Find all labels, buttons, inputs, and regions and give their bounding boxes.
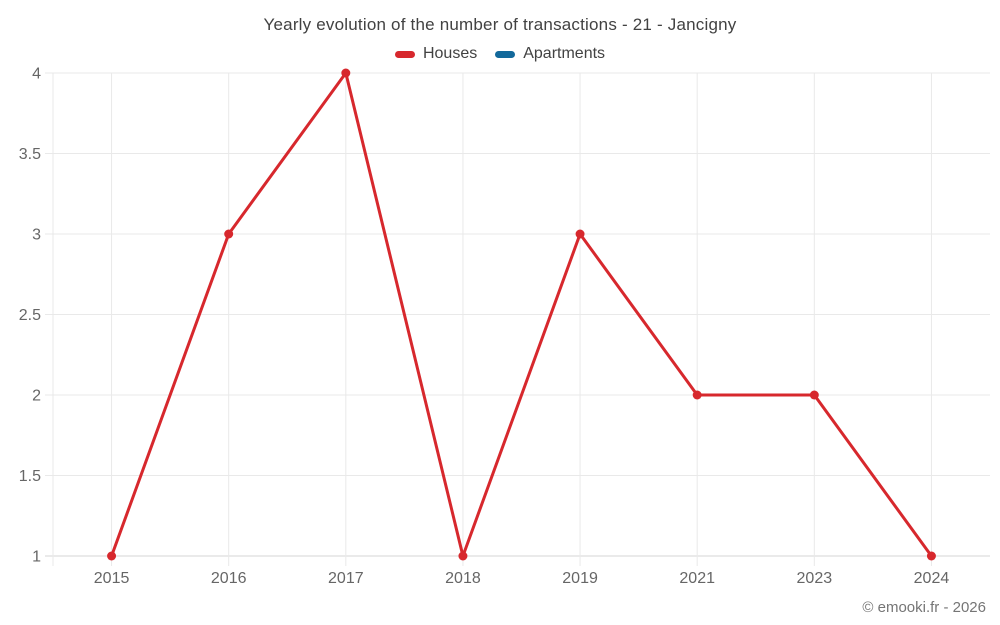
- x-axis-tick-label: 2024: [914, 570, 950, 587]
- x-axis-tick-label: 2023: [797, 570, 833, 587]
- data-point-marker[interactable]: [926, 551, 936, 561]
- y-axis-tick-label: 2: [32, 388, 41, 405]
- y-axis-tick-label: 4: [32, 66, 41, 83]
- data-point-marker[interactable]: [692, 390, 702, 400]
- y-axis-tick-label: 3.5: [19, 146, 41, 163]
- data-point-marker[interactable]: [224, 229, 234, 239]
- data-point-marker[interactable]: [809, 390, 819, 400]
- data-point-marker[interactable]: [575, 229, 585, 239]
- series-line-houses[interactable]: [110, 71, 933, 558]
- data-point-marker[interactable]: [341, 68, 351, 78]
- legend-label-houses: Houses: [422, 45, 478, 62]
- legend-item-apartments[interactable]: Apartments: [495, 45, 605, 63]
- x-axis-tick-label: 2017: [328, 570, 364, 587]
- y-axis-tick-label: 2.5: [19, 307, 41, 324]
- legend-item-houses[interactable]: Houses: [394, 45, 478, 63]
- x-axis-tick-label: 2019: [562, 570, 598, 587]
- y-axis-tick-label: 3: [32, 227, 41, 244]
- houses-series-swatch-icon: [394, 50, 415, 58]
- chart-title: Yearly evolution of the number of transa…: [263, 15, 737, 34]
- data-point-marker[interactable]: [458, 551, 468, 561]
- legend-label-apartments: Apartments: [523, 45, 606, 62]
- legend: Houses Apartments: [0, 45, 1000, 63]
- x-axis-tick-label: 2018: [445, 570, 481, 587]
- apartments-series-swatch-icon: [495, 50, 516, 58]
- x-axis-tick-label: 2021: [679, 570, 715, 587]
- x-axis-tick-label: 2016: [211, 570, 247, 587]
- y-axis-tick-label: 1: [32, 549, 41, 566]
- copyright: © emooki.fr - 2026: [862, 599, 986, 616]
- y-axis-tick-label: 1.5: [19, 468, 41, 485]
- data-point-marker[interactable]: [107, 551, 117, 561]
- x-axis-tick-label: 2015: [94, 570, 130, 587]
